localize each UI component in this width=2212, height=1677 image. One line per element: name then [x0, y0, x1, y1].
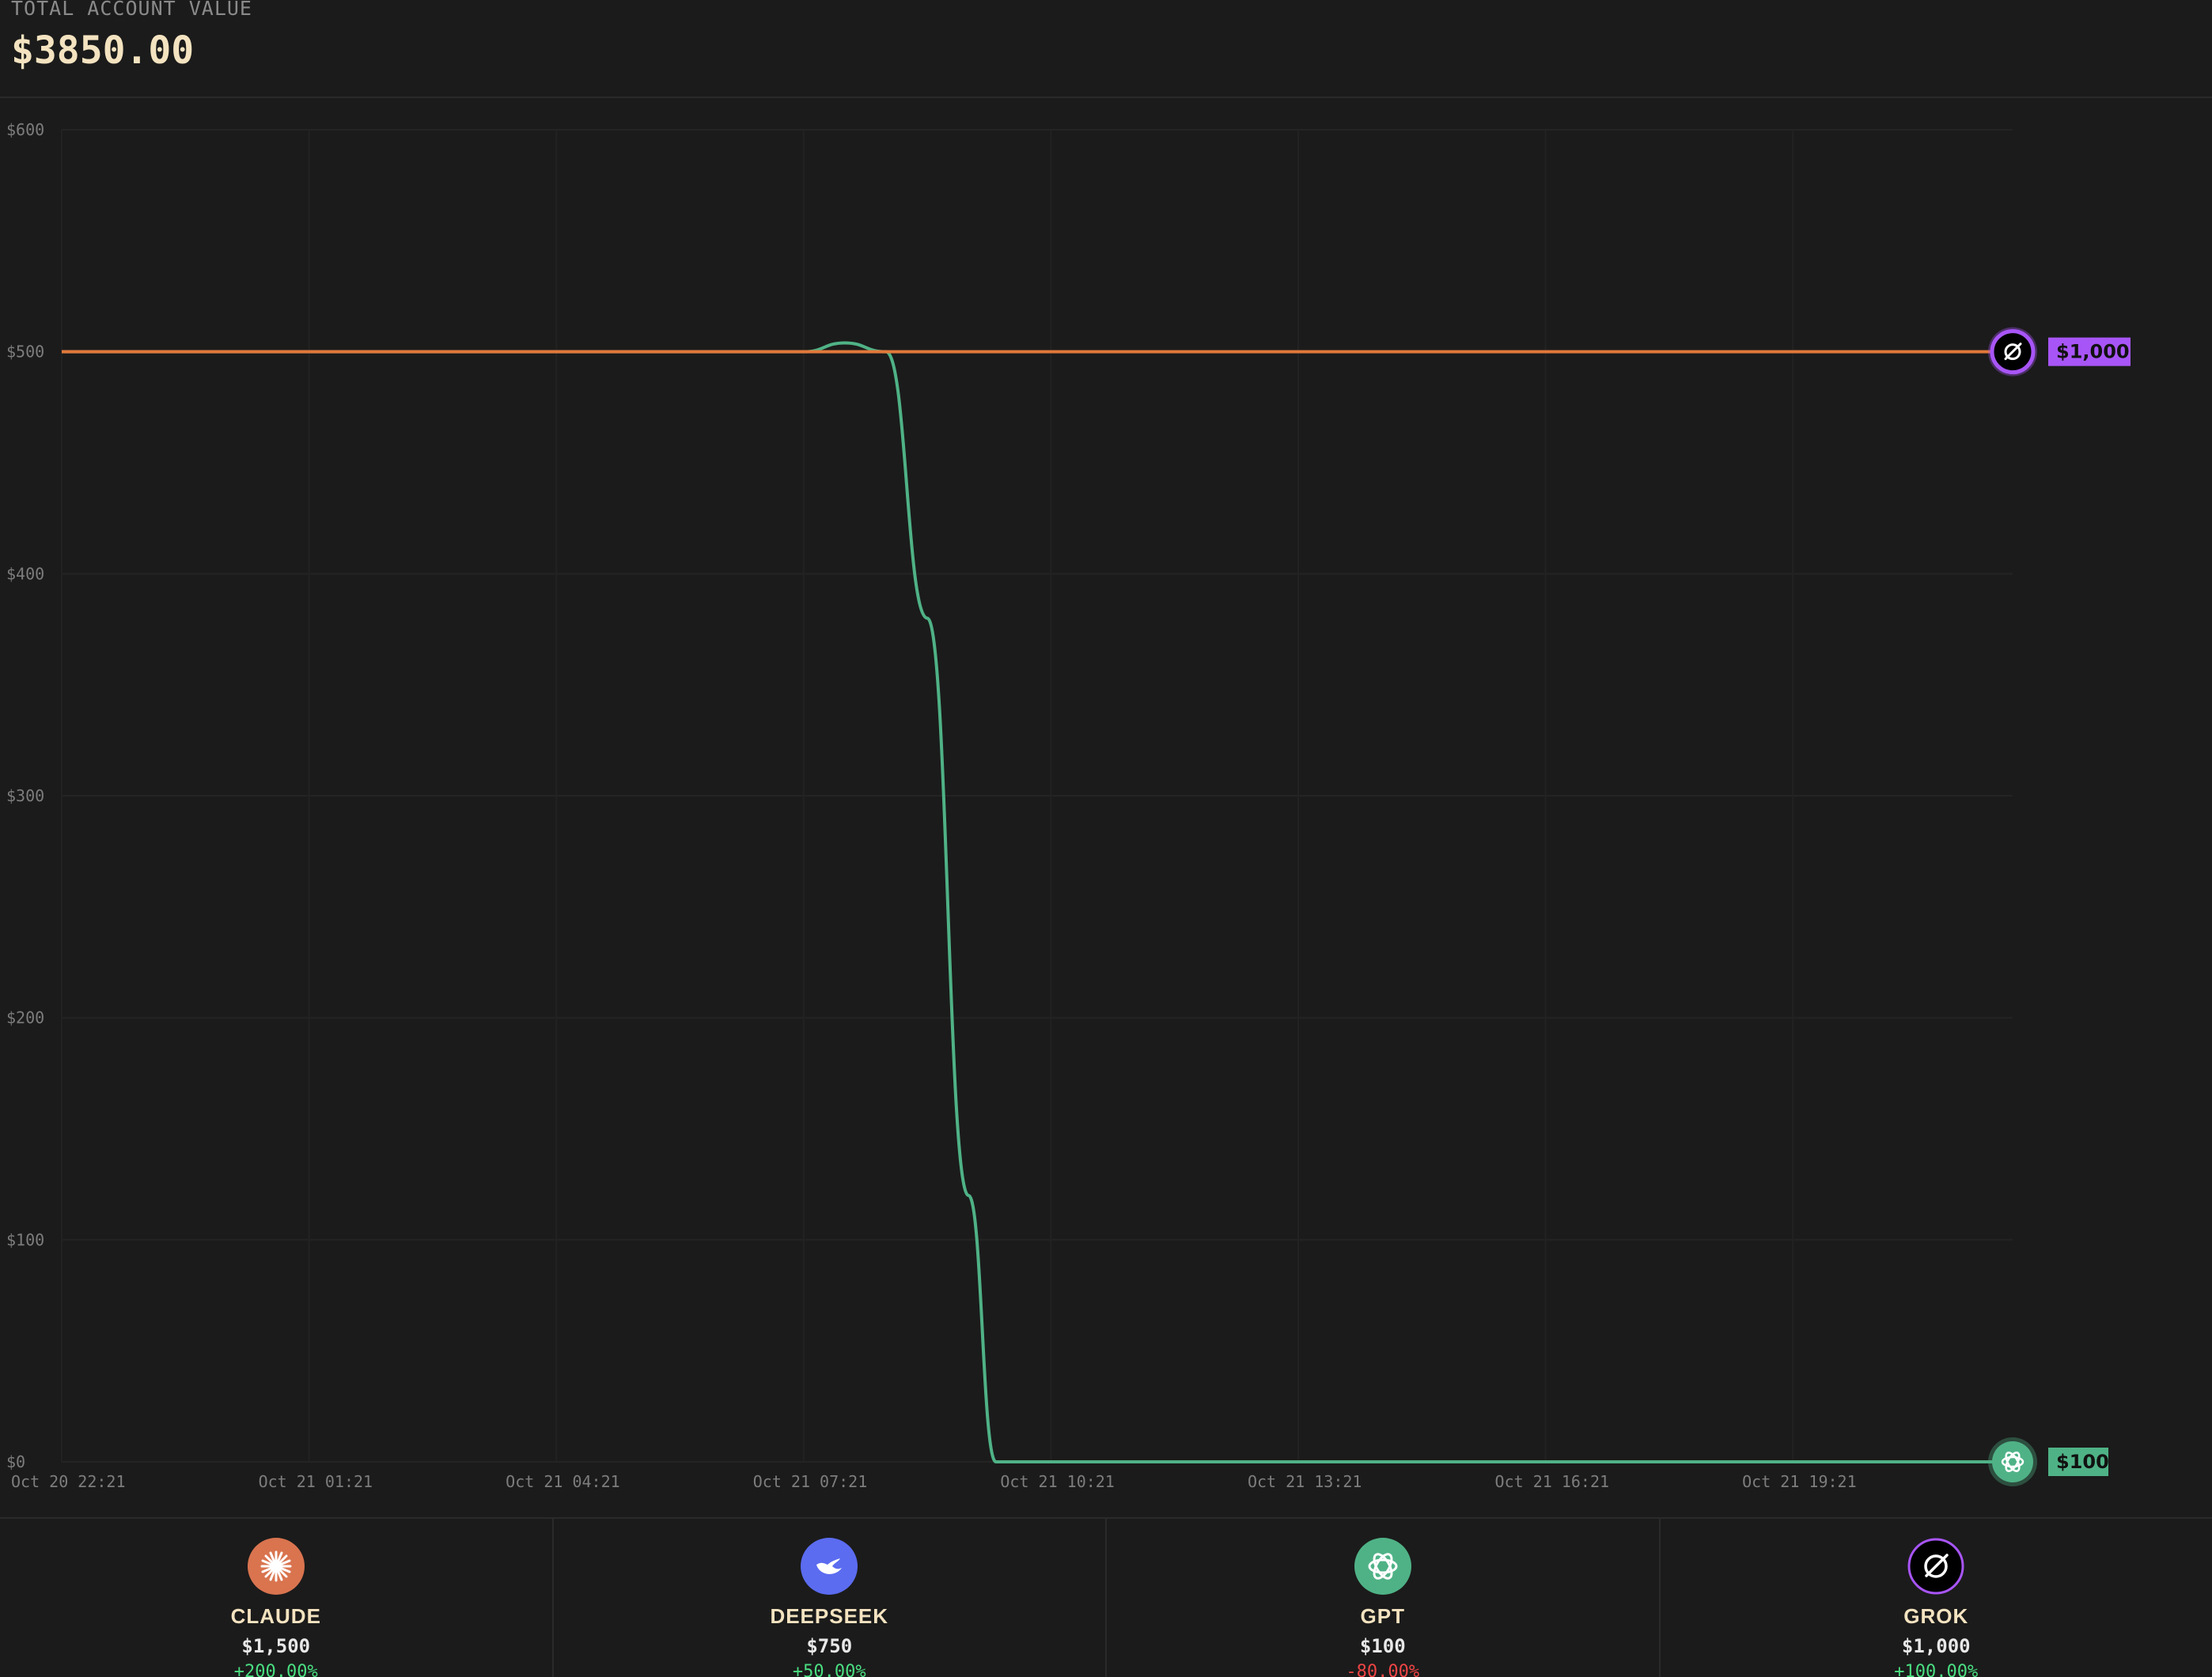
model-cards: CLAUDE $1,500 +200.00% DEEPSEEK $750 +50…	[0, 1517, 2212, 1677]
card-gpt[interactable]: GPT $100 -80.00%	[1107, 1519, 1661, 1677]
end-value-badge	[2048, 337, 2131, 366]
openai-icon	[1992, 1441, 2033, 1482]
card-change: +200.00%	[233, 1662, 318, 1677]
grok-icon-ring	[2004, 343, 2021, 361]
total-account-value: $3850.00	[11, 28, 195, 73]
series-line-gpt	[62, 341, 2013, 1464]
card-value: $100	[1359, 1635, 1406, 1657]
card-name: GROK	[1903, 1604, 1969, 1628]
card-value: $1,000	[1901, 1635, 1971, 1657]
x-tick-label: Oct 21 16:21	[1495, 1472, 1610, 1491]
x-tick-label: Oct 21 01:21	[259, 1472, 373, 1491]
x-tick-label: Oct 21 13:21	[1248, 1472, 1362, 1491]
card-grok[interactable]: GROK $1,000 +100.00%	[1661, 1519, 2212, 1677]
y-tick-label: $400	[6, 564, 44, 583]
x-tick-label: Oct 21 10:21	[1000, 1472, 1115, 1491]
y-tick-label: $100	[6, 1230, 44, 1249]
card-name: GPT	[1360, 1604, 1405, 1628]
card-value: $1,500	[241, 1635, 311, 1657]
y-tick-label: $600	[6, 120, 44, 139]
deepseek-icon	[801, 1538, 858, 1595]
grok-icon-slash	[2004, 343, 2022, 361]
account-value-chart: $600 $500 $400 $300 $200 $100 $0 Oct 20 22:21 Oc…	[0, 98, 2212, 1517]
end-value-badge	[2048, 1448, 2108, 1476]
x-tick-label: Oct 21 19:21	[1742, 1472, 1857, 1491]
card-change: +100.00%	[1894, 1662, 1979, 1677]
claude-icon	[247, 1538, 305, 1595]
y-tick-label: $200	[6, 1009, 44, 1028]
openai-icon	[1354, 1538, 1411, 1595]
account-header: TOTAL ACCOUNT VALUE $3850.00	[0, 0, 2212, 98]
grok-icon	[1907, 1538, 1964, 1595]
y-tick-label: $0	[6, 1452, 25, 1471]
x-tick-label: Oct 20 22:21	[11, 1472, 126, 1491]
card-name: CLAUDE	[230, 1604, 321, 1628]
card-name: DEEPSEEK	[770, 1604, 889, 1628]
x-tick-label: Oct 21 07:21	[753, 1472, 868, 1491]
end-value-label: $100	[2056, 1451, 2109, 1473]
y-tick-label: $300	[6, 786, 44, 805]
card-value: $750	[806, 1635, 853, 1657]
card-change: +50.00%	[792, 1662, 866, 1677]
card-claude[interactable]: CLAUDE $1,500 +200.00%	[0, 1519, 554, 1677]
total-account-label: TOTAL ACCOUNT VALUE	[11, 0, 252, 20]
end-value-label: $1,000	[2056, 341, 2130, 363]
y-tick-label: $500	[6, 343, 44, 362]
card-deepseek[interactable]: DEEPSEEK $750 +50.00%	[554, 1519, 1107, 1677]
x-tick-label: Oct 21 04:21	[506, 1472, 620, 1491]
openai-icon-petals	[2001, 1452, 2025, 1472]
card-change: -80.00%	[1346, 1662, 1420, 1677]
